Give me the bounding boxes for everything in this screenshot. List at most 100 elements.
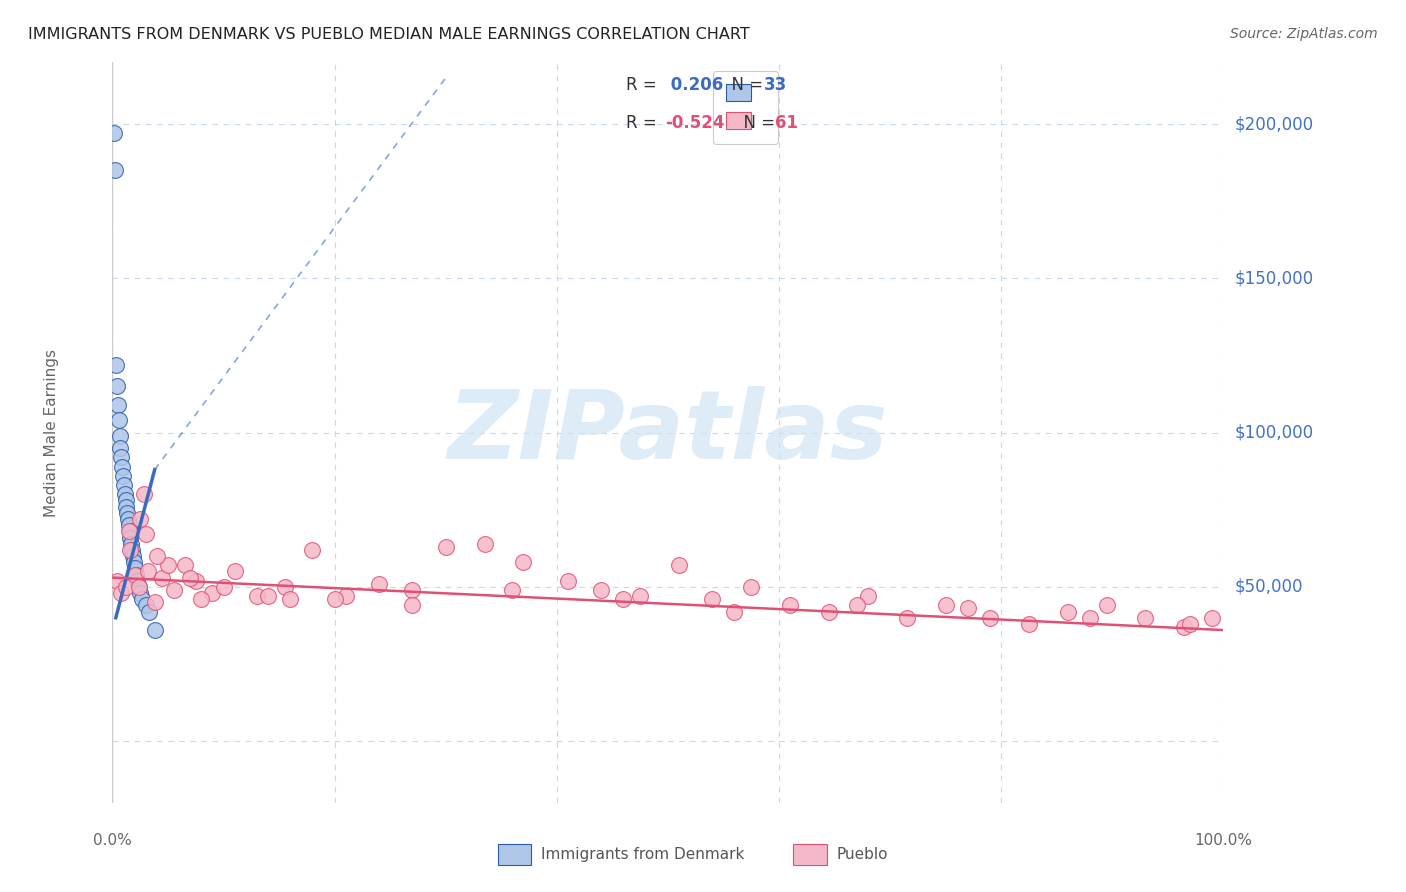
Point [668,558,690,573]
Point [129,586,152,600]
Point [108,428,131,442]
Point [257,589,280,603]
Point [1178,616,1201,631]
Point [557,574,579,588]
Point [956,601,979,615]
Point [1056,605,1078,619]
Point [107,398,129,412]
Point [173,558,195,573]
Point [401,599,423,613]
Point [1078,610,1101,624]
Point [212,580,235,594]
Point [114,580,136,594]
Text: Immigrants from Denmark: Immigrants from Denmark [541,847,745,862]
Point [501,582,523,597]
Point [1135,610,1157,624]
Point [246,589,269,603]
Legend: , : , [713,70,778,144]
Point [118,524,141,539]
Text: -0.524: -0.524 [665,114,724,132]
Point [273,580,295,594]
Point [224,565,246,579]
Point [112,478,135,492]
Point [125,567,148,582]
Text: 0.206: 0.206 [665,76,723,94]
Point [368,576,391,591]
Point [104,163,127,178]
Point [131,592,153,607]
Point [301,542,323,557]
Point [124,567,146,582]
Point [278,592,301,607]
Point [818,605,841,619]
Point [128,580,150,594]
Point [124,561,146,575]
Point [474,536,496,550]
Point [628,589,651,603]
Point [335,589,357,603]
Point [120,542,142,557]
Text: $100,000: $100,000 [1234,424,1313,442]
Text: ZIPatlas: ZIPatlas [447,386,889,479]
Point [132,487,155,501]
Text: 61: 61 [775,114,797,132]
Text: 100.0%: 100.0% [1194,833,1253,848]
Point [135,527,157,541]
Text: $200,000: $200,000 [1234,115,1313,133]
Point [128,580,150,594]
Point [120,536,142,550]
Point [143,623,166,637]
Point [105,358,128,372]
Point [105,574,128,588]
Text: N =: N = [733,114,780,132]
Text: N =: N = [721,76,769,94]
Point [179,571,201,585]
Point [612,592,634,607]
Point [146,549,169,563]
Point [114,493,136,508]
Point [143,595,166,609]
Point [723,605,745,619]
Point [201,586,224,600]
Point [184,574,207,588]
Point [125,574,148,588]
Text: $50,000: $50,000 [1234,578,1303,596]
Point [1201,610,1223,624]
Point [117,512,139,526]
Point [110,450,132,465]
Point [122,555,145,569]
Point [110,441,132,455]
Point [1018,616,1040,631]
Text: 33: 33 [763,76,787,94]
Point [323,592,346,607]
Point [401,582,423,597]
Point [190,592,212,607]
Text: $150,000: $150,000 [1234,269,1313,287]
Point [856,589,879,603]
Point [979,610,1001,624]
Point [129,512,152,526]
Text: Median Male Earnings: Median Male Earnings [44,349,59,516]
Point [136,565,159,579]
Point [114,487,136,501]
Point [110,586,132,600]
Point [135,599,157,613]
Text: Source: ZipAtlas.com: Source: ZipAtlas.com [1230,27,1378,41]
Point [112,468,135,483]
Point [121,542,143,557]
Point [115,506,138,520]
Point [512,555,534,569]
Point [845,599,868,613]
Point [157,558,180,573]
Point [1173,620,1195,634]
Point [152,571,174,585]
Text: R =: R = [626,114,662,132]
Point [779,599,801,613]
Point [702,592,724,607]
Text: Pueblo: Pueblo [837,847,889,862]
Point [591,582,613,597]
Point [162,582,184,597]
Text: IMMIGRANTS FROM DENMARK VS PUEBLO MEDIAN MALE EARNINGS CORRELATION CHART: IMMIGRANTS FROM DENMARK VS PUEBLO MEDIAN… [28,27,749,42]
Point [120,531,142,545]
Text: 0.0%: 0.0% [93,833,132,848]
